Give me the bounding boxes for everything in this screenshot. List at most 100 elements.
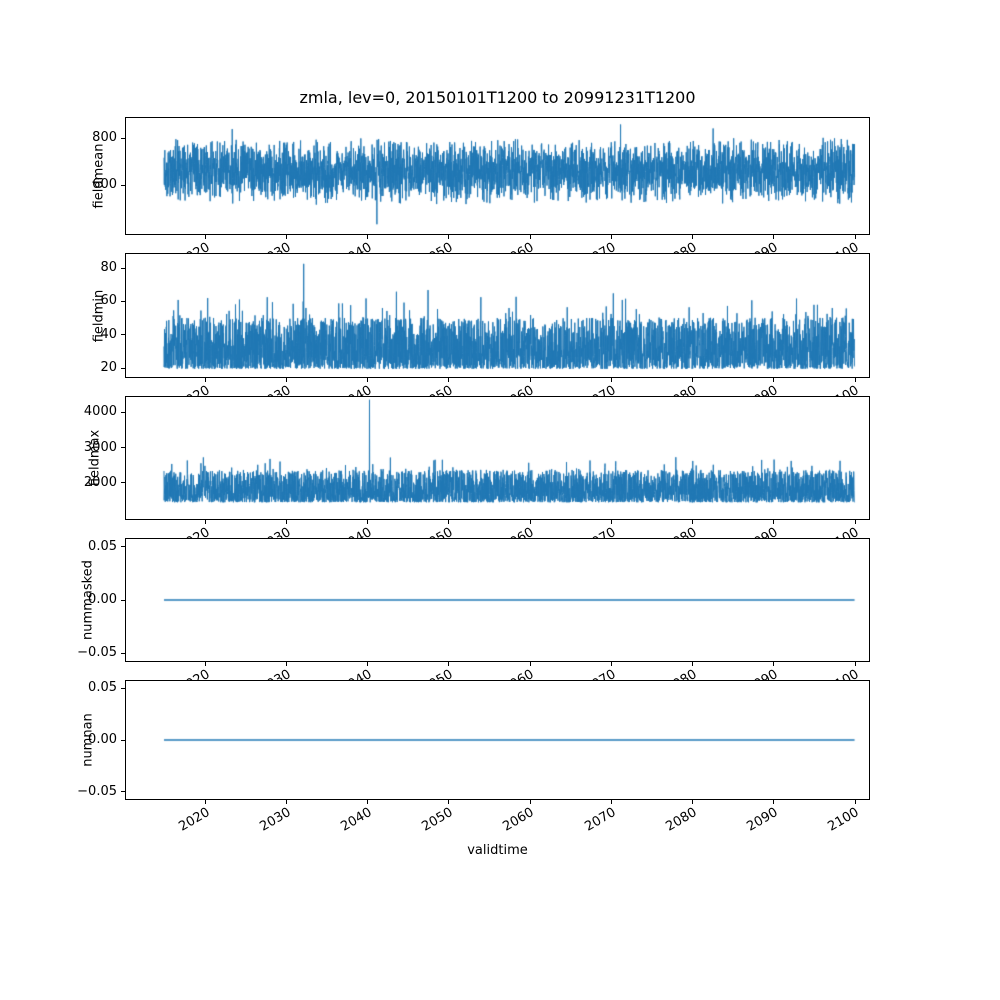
- x-tick-mark: [204, 235, 206, 239]
- x-tick-mark: [448, 520, 450, 524]
- y-tick-mark: [121, 267, 125, 269]
- x-tick-mark: [285, 800, 287, 804]
- x-tick-mark: [610, 800, 612, 804]
- x-tick-mark: [204, 662, 206, 666]
- x-tick-label: 2050: [420, 383, 456, 396]
- y-tick-label: 800: [92, 130, 117, 146]
- x-tick-label: 2030: [257, 805, 294, 835]
- y-tick-mark: [121, 652, 125, 654]
- fieldmean-series-canvas: [126, 118, 869, 234]
- x-tick-mark: [367, 800, 369, 804]
- x-tick-label: 2100: [826, 383, 862, 396]
- x-tick-mark: [854, 800, 856, 804]
- y-tick-label: 20: [100, 360, 117, 375]
- subplot-fieldmin: [125, 253, 870, 378]
- x-tick-label: 2080: [663, 667, 699, 680]
- x-tick-mark: [529, 520, 531, 524]
- x-tick-mark: [692, 520, 694, 524]
- x-tick-mark: [854, 662, 856, 666]
- x-tick-label: 2100: [826, 525, 862, 538]
- x-tick-mark: [529, 235, 531, 239]
- x-tick-label: 2070: [582, 240, 618, 253]
- y-tick-label: 0.00: [88, 592, 117, 607]
- x-tick-mark: [285, 378, 287, 382]
- fieldmax-series-canvas: [126, 397, 869, 519]
- y-tick-mark: [121, 367, 125, 369]
- y-tick-label: −0.05: [77, 645, 117, 661]
- x-tick-mark: [854, 520, 856, 524]
- x-tick-mark: [692, 235, 694, 239]
- x-tick-label: 2070: [582, 667, 618, 680]
- x-tick-label: 2060: [500, 805, 538, 835]
- x-tick-label: 2040: [338, 383, 374, 396]
- x-tick-mark: [692, 662, 694, 666]
- x-tick-label: 2050: [419, 805, 456, 835]
- x-tick-label: 2050: [420, 240, 456, 253]
- x-tick-label: 2040: [338, 525, 374, 538]
- y-tick-mark: [121, 546, 125, 548]
- x-tick-label: 2090: [745, 383, 781, 396]
- x-tick-mark: [529, 800, 531, 804]
- x-tick-mark: [448, 378, 450, 382]
- x-tick-mark: [692, 378, 694, 382]
- y-tick-label: 4000: [83, 404, 117, 420]
- x-tick-label: 2070: [582, 525, 618, 538]
- x-tick-mark: [204, 520, 206, 524]
- y-tick-mark: [121, 739, 125, 741]
- x-tick-mark: [529, 662, 531, 666]
- x-tick-mark: [854, 235, 856, 239]
- y-tick-mark: [121, 447, 125, 449]
- x-tick-mark: [285, 662, 287, 666]
- x-tick-label: 2040: [338, 240, 374, 253]
- x-tick-mark: [448, 800, 450, 804]
- y-tick-mark: [121, 482, 125, 484]
- subplot-nummasked: [125, 538, 870, 662]
- x-tick-labels-row: 2020 2030 2040 2050 2060 2070 2080 2090 2100: [0, 520, 1000, 538]
- y-tick-label: 80: [100, 260, 117, 275]
- x-tick-mark: [285, 235, 287, 239]
- x-tick-label: 2080: [663, 383, 699, 396]
- x-tick-label: 2030: [257, 525, 293, 538]
- x-tick-label: 2080: [663, 805, 700, 835]
- y-tick-label: 3000: [83, 439, 117, 455]
- y-tick-label: 0.05: [88, 680, 117, 696]
- fieldmin-series-canvas: [126, 254, 869, 377]
- x-tick-mark: [773, 520, 775, 524]
- y-tick-label: 60: [100, 293, 117, 309]
- numnan-series-canvas: [126, 681, 869, 799]
- x-tick-label: 2050: [420, 667, 456, 680]
- subplot-fieldmean: [125, 117, 870, 235]
- x-tick-label: 2090: [745, 525, 781, 538]
- x-tick-label: 2020: [176, 667, 212, 680]
- nummasked-series-canvas: [126, 539, 869, 661]
- x-tick-labels-row: 2020 2030 2040 2050 2060 2070 2080 2090 2100: [0, 662, 1000, 680]
- x-tick-mark: [448, 662, 450, 666]
- x-tick-label: 2080: [663, 240, 699, 253]
- subplot-numnan: [125, 680, 870, 800]
- x-tick-label: 2070: [582, 383, 618, 396]
- x-tick-label: 2020: [176, 525, 212, 538]
- x-tick-label: 2060: [501, 240, 537, 253]
- y-tick-label: 600: [92, 177, 117, 193]
- x-tick-mark: [367, 378, 369, 382]
- x-tick-label: 2020: [176, 383, 212, 396]
- y-tick-label: −0.05: [77, 783, 117, 799]
- x-tick-labels-row: 2020 2030 2040 2050 2060 2070 2080 2090 2100: [0, 800, 1000, 842]
- x-tick-labels-row: 2020 2030 2040 2050 2060 2070 2080 2090 2100: [0, 378, 1000, 396]
- y-tick-mark: [121, 599, 125, 601]
- x-tick-mark: [204, 800, 206, 804]
- x-tick-mark: [692, 800, 694, 804]
- x-tick-label: 2030: [257, 240, 293, 253]
- x-tick-mark: [448, 235, 450, 239]
- y-tick-label: 0.00: [88, 732, 117, 747]
- x-tick-label: 2100: [826, 667, 862, 680]
- y-tick-mark: [121, 300, 125, 302]
- x-tick-label: 2070: [582, 805, 619, 835]
- y-tick-mark: [121, 411, 125, 413]
- y-tick-mark: [121, 184, 125, 186]
- y-tick-mark: [121, 137, 125, 139]
- y-tick-mark: [121, 334, 125, 336]
- x-tick-label: 2060: [501, 667, 537, 680]
- x-tick-mark: [854, 378, 856, 382]
- y-tick-label: 40: [100, 326, 117, 342]
